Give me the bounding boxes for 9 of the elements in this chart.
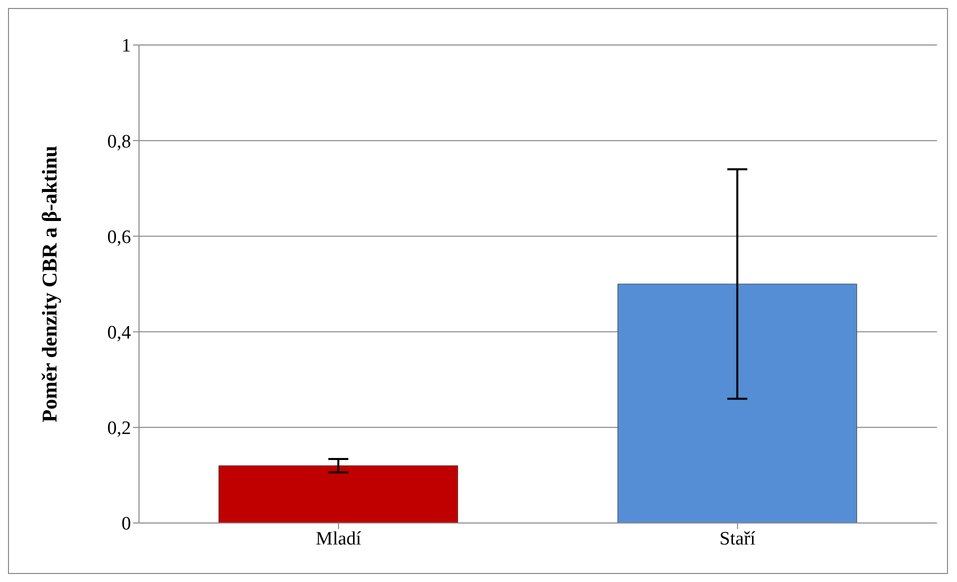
- y-tick-label: 0,2: [107, 418, 131, 440]
- x-tick-label: Mladí: [316, 528, 362, 550]
- y-tick-label: 1: [122, 36, 131, 57]
- y-tick-label: 0,6: [107, 226, 131, 248]
- y-tick-label: 0,8: [107, 131, 131, 152]
- y-axis-title: Poměr denzity CBR a β-aktinu: [37, 145, 62, 422]
- y-tick-label: 0,4: [107, 322, 132, 344]
- y-tick-label: 0: [122, 514, 131, 535]
- x-tick-label: Staří: [720, 528, 756, 550]
